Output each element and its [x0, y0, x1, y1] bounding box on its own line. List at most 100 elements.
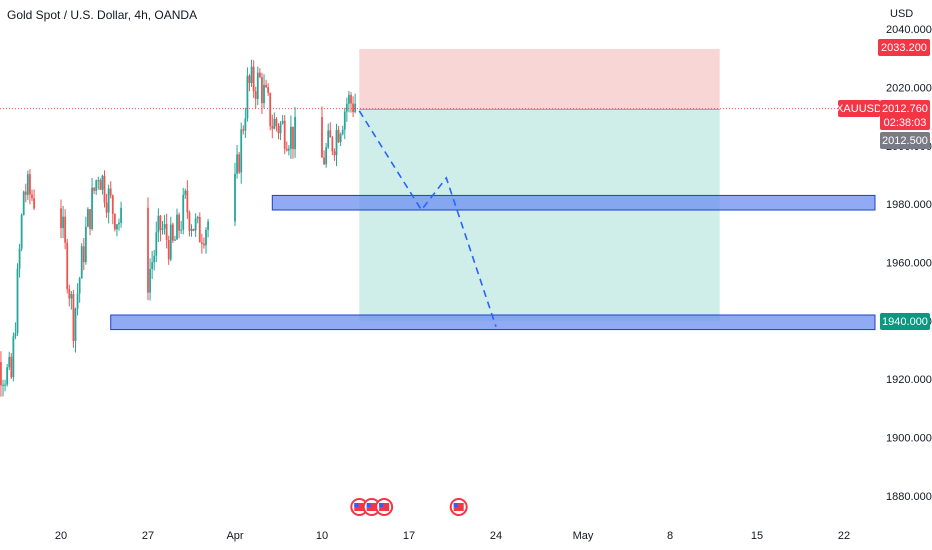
candle-body	[271, 126, 274, 129]
candle-body	[178, 214, 180, 231]
candle-body	[184, 190, 187, 195]
candle-body	[337, 129, 340, 143]
candle-body	[159, 215, 162, 230]
candle-body	[207, 221, 209, 230]
candle-body	[97, 180, 100, 182]
candle-body	[234, 173, 236, 222]
price-axis[interactable]: 1880.0001900.0001920.0001940.0001960.000…	[886, 24, 932, 503]
time-tick-label: 10	[316, 530, 328, 542]
currency-label: USD	[890, 8, 914, 20]
chart-title: Gold Spot / U.S. Dollar, 4h, OANDA	[7, 8, 198, 22]
flag-canton	[366, 503, 371, 507]
entry-tag-text: 2012.500	[882, 135, 928, 147]
candle-body	[111, 195, 114, 214]
candle-body	[101, 175, 104, 190]
candle-body	[180, 229, 183, 231]
candle-body	[20, 214, 23, 249]
candle-body	[91, 187, 93, 230]
take-profit-zone[interactable]	[359, 109, 720, 321]
candle-body	[60, 208, 62, 229]
candle-body	[64, 216, 67, 243]
candle-body	[105, 202, 108, 213]
candle-body	[277, 125, 280, 134]
last-price-tag	[880, 100, 930, 130]
target-tag	[878, 39, 930, 56]
candle-body	[171, 224, 174, 241]
position-zones[interactable]	[359, 49, 720, 321]
candle-body	[149, 268, 151, 293]
candle-body	[335, 129, 338, 156]
price-tick-label: 1900.000	[886, 433, 932, 445]
candle-body	[263, 84, 265, 104]
candle-body	[165, 224, 168, 240]
time-axis[interactable]: 20 27 Apr 10 17 24 May 8 15 22	[55, 530, 850, 542]
candle-body	[339, 134, 342, 143]
time-tick-label: 20	[55, 530, 67, 542]
candle-body	[287, 148, 290, 151]
candle-body	[22, 191, 25, 215]
last-price-text: 2012.760	[882, 103, 928, 115]
flag-stripes	[366, 503, 377, 511]
candle-body	[74, 308, 77, 341]
projection-path[interactable]	[358, 110, 497, 327]
time-tick-label: 8	[667, 530, 673, 542]
candle-body	[192, 228, 195, 231]
candle-body	[323, 157, 325, 165]
target-tag-text: 2033.200	[881, 42, 927, 54]
candle-body	[283, 120, 286, 149]
candle-body	[236, 154, 238, 174]
time-tick-label: Apr	[226, 530, 243, 542]
flag-stripes	[379, 503, 390, 511]
candle-body	[244, 118, 247, 131]
candle-body	[279, 123, 282, 134]
candle-body	[200, 242, 203, 244]
candle-body	[329, 130, 332, 138]
countdown-text: 02:38:03	[884, 117, 927, 129]
candle-body	[254, 91, 257, 99]
candle-body	[331, 137, 334, 152]
flag-canton	[379, 503, 384, 507]
candle-body	[120, 207, 122, 223]
candle-body	[194, 218, 197, 231]
candle-body	[250, 66, 253, 84]
candle-body	[4, 384, 6, 386]
candle-body	[252, 66, 255, 92]
stop-loss-zone[interactable]	[359, 49, 720, 110]
candle-body	[190, 228, 193, 231]
event-markers[interactable]	[350, 498, 468, 516]
candle-body	[82, 246, 85, 263]
candle-body	[80, 246, 83, 279]
candle-body	[176, 214, 178, 240]
price-tick-label: 2020.000	[886, 83, 932, 95]
candle-body	[153, 255, 156, 263]
support-box-1[interactable]	[271, 194, 876, 211]
candle-body	[33, 198, 35, 209]
support-tag-text: 1940.000	[882, 316, 928, 328]
candle-body	[10, 356, 13, 378]
candle-body	[261, 77, 263, 104]
candle-body	[321, 117, 323, 158]
candle-body	[62, 216, 64, 229]
candle-body	[294, 117, 296, 150]
candle-body	[273, 118, 276, 129]
candle-body	[161, 228, 164, 230]
price-tick-label: 1880.000	[886, 491, 932, 503]
price-tags: 2033.200 XAUUSD 2012.760 02:38:03 2012.5…	[836, 39, 930, 330]
candle-body	[265, 84, 267, 88]
symbol-tag	[838, 100, 880, 117]
projection-line[interactable]	[358, 110, 497, 327]
candle-body	[269, 93, 272, 127]
candle-body	[348, 95, 350, 104]
candle-body	[345, 103, 348, 112]
candle-body	[151, 262, 154, 269]
candle-body	[87, 209, 89, 227]
candle-body	[0, 362, 2, 386]
candle-body	[343, 111, 346, 130]
flag-stripes	[354, 503, 365, 511]
candle-body	[95, 180, 98, 191]
price-tick-label: 2040.000	[886, 24, 932, 36]
candle-body	[2, 384, 4, 386]
candle-body	[203, 243, 205, 246]
candle-body	[78, 278, 81, 294]
